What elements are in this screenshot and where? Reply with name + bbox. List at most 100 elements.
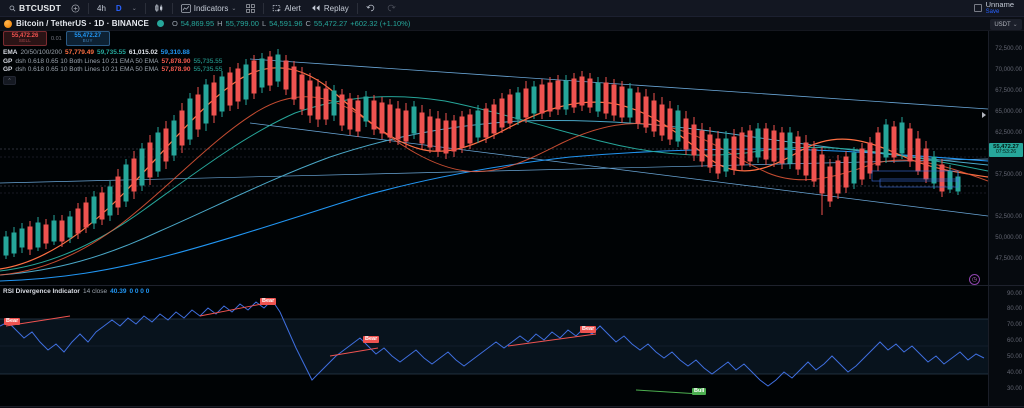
change-value: +602.32 (+1.10%) [350, 19, 411, 28]
buy-price: 55,472.27 [74, 33, 102, 40]
trendline-lower [249, 122, 988, 217]
market-status-dot [156, 20, 164, 27]
legend-args: 20/50/100/200 [20, 49, 63, 56]
alert-label: Alert [284, 3, 301, 13]
divergence-label-bear: Bear [4, 318, 21, 325]
rsi-band [0, 319, 988, 374]
trade-widget: 55,472.26 SELL 0.01 55,472.27 BUY [3, 31, 222, 46]
replay-button[interactable]: Replay [306, 1, 354, 16]
open-label: O [171, 19, 178, 28]
chevron-down-icon: ⌄ [231, 5, 237, 12]
rsi-legend-title: RSI Divergence Indicator [3, 288, 80, 295]
legend-item-gp-1[interactable]: GP dsh 0.618 0.65 10 Both Lines 10 21 EM… [3, 58, 222, 65]
undo-button[interactable] [361, 1, 381, 16]
legend-value: 61,015.02 [128, 49, 158, 56]
symbol-title[interactable]: Bitcoin / TetherUS · 1D · BINANCE [16, 19, 149, 28]
alert-clock-icon [272, 4, 281, 13]
legend-title: GP [3, 57, 13, 65]
rsi-legend-args: 14 close [82, 288, 108, 295]
toolbar-divider [88, 2, 90, 14]
axis-label: 70,000.00 [995, 67, 1022, 73]
axis-label: 50,000.00 [995, 235, 1022, 241]
rsi-legend-value: 40.39 [110, 288, 127, 295]
interval-button[interactable]: 4h [92, 1, 111, 16]
search-icon [9, 5, 16, 12]
time-axis[interactable] [0, 406, 1024, 408]
price-axis[interactable]: 72,500.00 70,000.00 67,500.00 65,000.00 … [988, 31, 1024, 285]
indicators-button[interactable]: Indicators ⌄ [176, 1, 242, 16]
divergence-label-bear: Bear [580, 326, 597, 333]
open-value: 54,869.95 [180, 19, 215, 28]
main-price-pane[interactable] [0, 31, 988, 285]
legend-args: dsh 0.618 0.65 10 Both Lines 10 21 EMA 5… [15, 57, 159, 65]
sell-price: 55,472.26 [11, 33, 39, 40]
legend-title: EMA [3, 49, 18, 56]
layout-name-label: Unname [985, 0, 1014, 10]
axis-label: 90.00 [1006, 291, 1022, 297]
sell-label: SELL [18, 38, 32, 44]
legend-title: GP [3, 66, 13, 73]
undo-icon [366, 4, 376, 12]
save-link[interactable]: Save [985, 8, 1000, 15]
toolbar-divider [171, 2, 173, 14]
layout-text-group: Unname Save [986, 1, 1014, 15]
redo-button[interactable] [381, 1, 401, 16]
axis-label: 40.00 [1006, 370, 1022, 376]
gp-slow-line [0, 96, 988, 276]
axis-label: 65,000.00 [995, 109, 1022, 115]
candles-icon [154, 3, 164, 13]
interval-dropdown-button[interactable]: ⌄ [127, 1, 142, 16]
symbol-search-button[interactable]: BTCUSDT [4, 1, 66, 16]
chevron-down-icon: ⌄ [1012, 22, 1018, 28]
grid-icon [246, 3, 256, 13]
layout-checkbox[interactable] [973, 4, 982, 12]
axis-label: 57,500.00 [995, 172, 1022, 178]
legend-item-ema[interactable]: EMA 20/50/100/200 57,779.49 59,735.55 61… [3, 49, 222, 56]
axis-label: 50.00 [1006, 354, 1022, 360]
bull-divergence-line [635, 389, 701, 395]
rsi-axis[interactable]: 90.00 80.00 70.00 60.00 50.00 40.00 30.0… [988, 286, 1024, 408]
symbol-info-bar: Bitcoin / TetherUS · 1D · BINANCE O 54,86… [0, 17, 1024, 31]
legend-value: 59,310.88 [160, 49, 190, 56]
plus-circle-icon [71, 4, 80, 13]
close-label: C [305, 19, 311, 28]
buy-button[interactable]: 55,472.27 BUY [65, 31, 110, 46]
axis-label: 72,500.00 [995, 46, 1022, 52]
indicators-label: Indicators [193, 3, 229, 13]
add-symbol-button[interactable] [66, 1, 85, 16]
chevron-down-icon: ⌄ [131, 5, 137, 12]
buy-label: BUY [82, 38, 93, 44]
sell-button[interactable]: 55,472.26 SELL [3, 31, 47, 46]
rsi-line [0, 299, 985, 387]
alert-button[interactable]: Alert [267, 1, 305, 16]
redo-icon [386, 4, 396, 12]
ohlc-values: O 54,869.95 H 55,799.00 L 54,591.96 C 55,472… [172, 19, 410, 28]
legend-value: 57,878.90 [161, 66, 191, 73]
axis-label: 30.00 [1006, 386, 1022, 392]
divergence-label-bull: Bull [692, 388, 707, 395]
templates-button[interactable] [241, 1, 260, 16]
rsi-pane[interactable]: Bear Bear Bear Bear Bull [0, 286, 988, 408]
spread-value: 0.01 [51, 35, 62, 42]
legend-collapse-button[interactable]: ⌃ [3, 76, 16, 85]
rsi-chart-svg [0, 299, 988, 395]
axis-label: 60.00 [1006, 338, 1022, 344]
axis-label: 62,500.00 [995, 130, 1022, 136]
bear-divergence-line [507, 333, 597, 347]
close-value: 55,472.27 [313, 19, 348, 28]
legend-value: 55,735.55 [193, 66, 223, 73]
pane-separator[interactable] [0, 285, 1024, 286]
interval-alt-button[interactable]: D [111, 1, 127, 16]
price-unit-selector[interactable]: USDT ⌄ [990, 19, 1022, 30]
current-price-badge: 55,472.27 07:53:26 [989, 143, 1023, 157]
chevron-up-icon: ⌃ [7, 77, 12, 84]
chart-legend: 55,472.26 SELL 0.01 55,472.27 BUY EMA 20… [3, 31, 222, 85]
rsi-legend[interactable]: RSI Divergence Indicator 14 close 40.39 … [3, 288, 149, 295]
axis-label: 47,500.00 [995, 256, 1022, 262]
indicator-badge-icon[interactable]: ◷ [969, 274, 980, 285]
layout-save-group[interactable]: Unname Save [973, 1, 1014, 15]
legend-item-gp-2[interactable]: GP dsh 0.618 0.65 10 Both Lines 10 21 EM… [3, 66, 222, 73]
chart-style-button[interactable] [149, 1, 169, 16]
current-price-value: 55,472.27 [993, 144, 1019, 151]
